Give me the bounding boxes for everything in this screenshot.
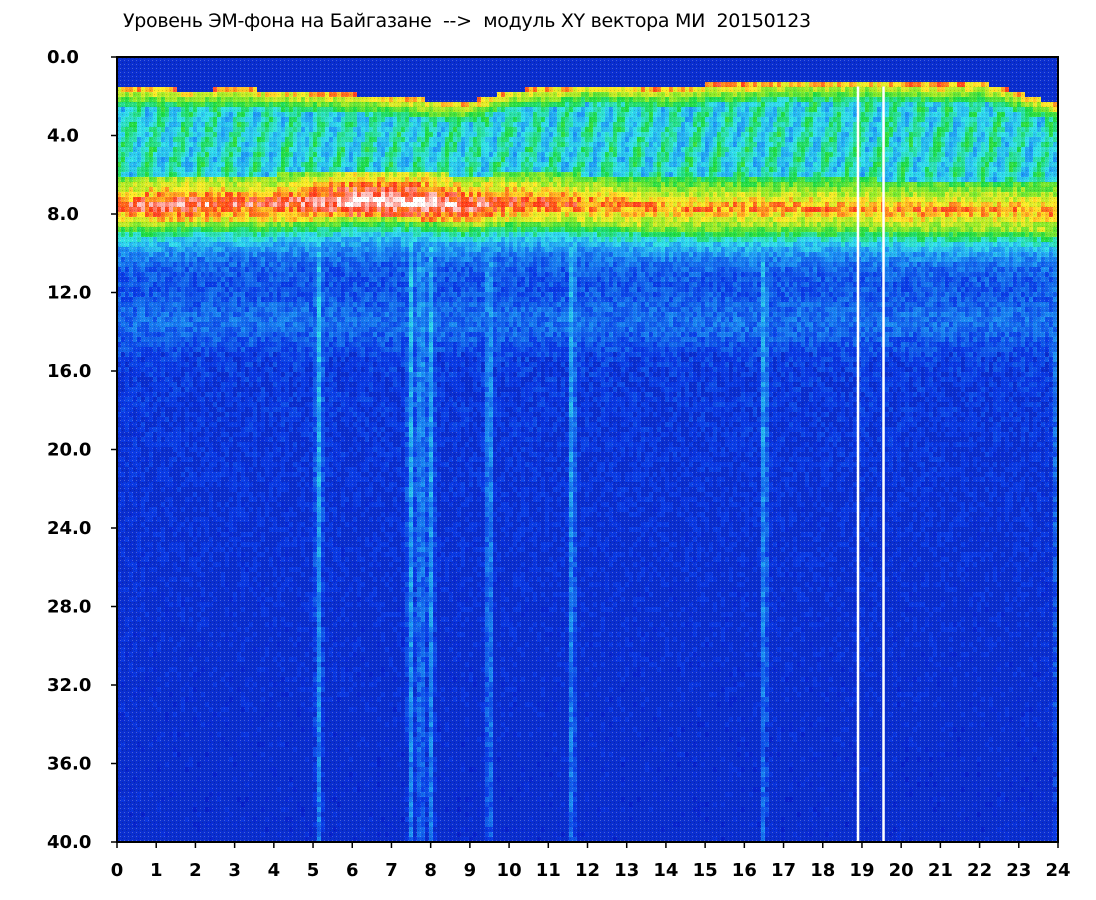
chart-title: Уровень ЭМ-фона на Байгазане --> модуль … — [123, 10, 811, 32]
